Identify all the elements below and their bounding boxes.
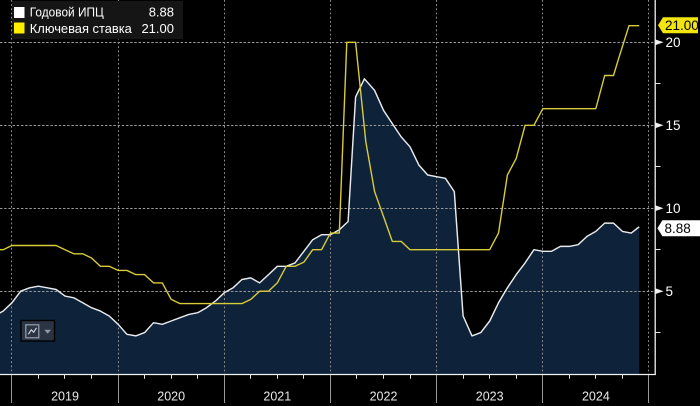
svg-text:2021: 2021 bbox=[263, 390, 291, 404]
svg-text:2019: 2019 bbox=[51, 390, 79, 404]
svg-text:21.00: 21.00 bbox=[665, 18, 699, 33]
svg-text:2022: 2022 bbox=[370, 390, 398, 404]
svg-text:21.00: 21.00 bbox=[141, 21, 174, 36]
svg-text:2024: 2024 bbox=[582, 390, 610, 404]
svg-text:Годовой ИПЦ: Годовой ИПЦ bbox=[30, 4, 104, 19]
svg-text:5: 5 bbox=[666, 284, 674, 299]
svg-text:2020: 2020 bbox=[157, 390, 185, 404]
svg-text:15: 15 bbox=[666, 118, 681, 133]
svg-text:8.88: 8.88 bbox=[149, 4, 174, 19]
svg-text:Ключевая ставка: Ключевая ставка bbox=[30, 21, 133, 36]
svg-text:8.88: 8.88 bbox=[665, 221, 691, 236]
svg-text:20: 20 bbox=[666, 35, 681, 50]
svg-text:2023: 2023 bbox=[476, 390, 504, 404]
svg-text:10: 10 bbox=[666, 201, 681, 216]
